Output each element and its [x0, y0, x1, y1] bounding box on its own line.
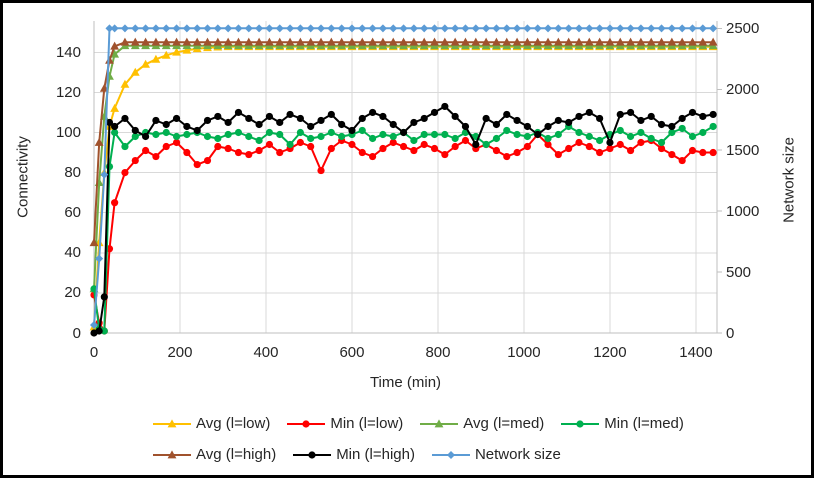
right-axis-tick-2000: 2000 — [726, 80, 760, 98]
legend-marker-network-size-icon — [431, 450, 470, 459]
left-axis-title: Connectivity — [14, 136, 32, 218]
legend-marker-avg-l-med-icon — [420, 418, 459, 427]
x-axis-tick-600: 600 — [339, 344, 365, 361]
left-axis-tick-140: 140 — [55, 43, 81, 61]
x-axis-title: Time (min) — [369, 374, 442, 391]
chart-canvas — [89, 21, 722, 337]
right-axis-tick-1000: 1000 — [726, 202, 760, 220]
left-axis-tick-0: 0 — [72, 324, 81, 342]
right-axis-tick-2500: 2500 — [726, 19, 760, 37]
left-axis-tick-60: 60 — [64, 204, 81, 222]
legend-label-avg-l-low: Avg (l=low) — [196, 415, 271, 432]
legend-marker-avg-l-high-icon — [153, 449, 191, 458]
legend-row-1: Avg (l=low) Min (l=low) Avg (l=med) Min (l=… — [152, 415, 684, 432]
legend-item-avg-l-med: Avg (l=med) — [419, 415, 544, 432]
legend-label-min-l-high: Min (l=high) — [336, 446, 415, 463]
left-axis-tick-20: 20 — [64, 284, 81, 302]
x-axis-tick-0: 0 — [89, 344, 99, 361]
left-axis-tick-40: 40 — [64, 244, 81, 262]
legend-row-2: Avg (l=high) Min (l=high) Network size — [152, 446, 561, 463]
x-axis-tick-800: 800 — [425, 344, 451, 361]
x-axis-tick-400: 400 — [253, 344, 279, 361]
left-axis-tick-80: 80 — [64, 164, 81, 182]
legend-marker-avg-l-low-icon — [153, 418, 191, 427]
legend-item-min-l-high: Min (l=high) — [292, 446, 415, 463]
legend-label-network-size: Network size — [474, 446, 561, 463]
x-axis-tick-1000: 1000 — [507, 344, 541, 361]
right-axis-title: Network size — [780, 137, 798, 223]
x-axis-tick-1200: 1200 — [593, 344, 627, 361]
legend-item-network-size: Network size — [431, 446, 561, 463]
legend-item-avg-l-low: Avg (l=low) — [152, 415, 270, 432]
legend-label-min-l-med: Min (l=med) — [604, 415, 684, 432]
left-axis-tick-120: 120 — [55, 83, 81, 101]
legend-marker-min-l-high-icon — [293, 450, 332, 459]
legend-item-min-l-med: Min (l=med) — [560, 415, 684, 432]
legend-label-avg-l-high: Avg (l=high) — [196, 446, 277, 463]
x-axis-tick-1400: 1400 — [679, 344, 713, 361]
left-axis-tick-100: 100 — [55, 123, 81, 141]
right-axis-tick-500: 500 — [726, 263, 752, 281]
legend-label-min-l-low: Min (l=low) — [330, 415, 404, 432]
legend-item-min-l-low: Min (l=low) — [286, 415, 403, 432]
legend-marker-min-l-med-icon — [561, 419, 600, 428]
legend-item-avg-l-high: Avg (l=high) — [152, 446, 276, 463]
legend-marker-min-l-low-icon — [287, 419, 326, 428]
right-axis-tick-1500: 1500 — [726, 141, 760, 159]
x-axis-tick-200: 200 — [167, 344, 193, 361]
legend-label-avg-l-med: Avg (l=med) — [463, 415, 545, 432]
right-axis-tick-0: 0 — [726, 324, 735, 342]
